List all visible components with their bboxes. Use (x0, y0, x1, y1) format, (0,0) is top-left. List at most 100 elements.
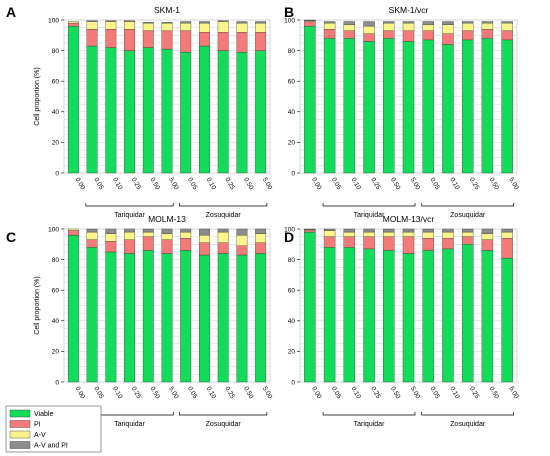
y-tick-label: 100 (284, 226, 295, 233)
bar-segment-a-v (161, 22, 173, 31)
bar-segment-a-v-and-pi (461, 21, 474, 24)
y-tick-label: 40 (288, 318, 296, 325)
bar-segment-a-v-and-pi (86, 228, 98, 233)
bar-segment-a-v-and-pi (343, 228, 356, 233)
bar-segment-a-v-and-pi (124, 228, 135, 233)
bar-segment-viable (323, 247, 336, 383)
bar-segment-pi (442, 238, 454, 250)
bar-segment-viable (217, 50, 229, 174)
bar-segment-a-v-and-pi (422, 228, 434, 233)
bar-segment-a-v (501, 231, 513, 239)
y-tick-label: 20 (288, 349, 296, 356)
bar-segment-viable (343, 247, 356, 383)
bar-segment-a-v (343, 231, 356, 237)
bar-stack (383, 21, 395, 174)
bar-segment-pi (236, 32, 248, 53)
bar-stack (124, 20, 135, 174)
bar-segment-a-v-and-pi (422, 21, 434, 25)
bar-segment-a-v-and-pi (383, 228, 395, 233)
bar-stack (86, 228, 98, 383)
group-label: Zosuquidar (450, 212, 486, 219)
bar-segment-viable (199, 45, 210, 174)
bar-stack (481, 228, 494, 383)
y-axis-label: Cell proportion (%) (34, 276, 41, 334)
bar-segment-pi (236, 245, 248, 256)
bar-segment-a-v (199, 22, 210, 33)
bar-segment-a-v-and-pi (402, 228, 415, 233)
x-tick-label: 0.10 (448, 386, 461, 401)
bar-stack (461, 228, 474, 383)
bar-stack (255, 21, 267, 174)
bar-segment-pi (383, 30, 395, 39)
bar-segment-pi (255, 32, 267, 51)
bar-segment-pi (86, 29, 98, 47)
bar-stack (105, 20, 117, 174)
panel-d: D MOLM-13/vcr 0 20 40 60 80 100 0.00 0.05 0.10 0.25… (284, 214, 520, 428)
x-tick-label: 5.00 (261, 177, 274, 192)
x-tick-label: 0.00 (74, 386, 87, 401)
x-tick-label: 5.00 (167, 386, 180, 401)
bar-segment-a-v-and-pi (501, 21, 513, 24)
bar-segment-viable (422, 250, 434, 383)
bar-segment-pi (383, 236, 395, 251)
bar-stack (501, 228, 513, 383)
panel-c: C MOLM-13 0 20 40 60 80 100 Cell proportion (%) 0… (6, 214, 273, 428)
bar-segment-viable (199, 254, 210, 383)
bar-stack (255, 228, 267, 383)
bar-stack (343, 21, 356, 174)
bar-segment-pi (86, 239, 98, 248)
x-tick-label: 0.50 (488, 386, 501, 401)
bar-segment-a-v (323, 22, 336, 30)
bar-stack (161, 22, 173, 174)
bar-segment-viable (501, 39, 513, 174)
panel-letter: B (284, 4, 294, 20)
bar-segment-pi (461, 236, 474, 245)
bar-segment-a-v-and-pi (105, 228, 117, 234)
bar-segment-a-v (124, 21, 135, 30)
bar-segment-a-v (481, 233, 494, 240)
bar-segment-viable (442, 44, 454, 174)
bar-segment-viable (363, 248, 375, 383)
bar-segment-a-v (461, 22, 474, 31)
bar-segment-pi (323, 29, 336, 39)
bar-segment-a-v-and-pi (442, 21, 454, 25)
bar-segment-viable (402, 41, 415, 174)
bar-segment-a-v (105, 21, 117, 30)
x-tick-label: 0.50 (389, 386, 402, 401)
x-tick-label: 0.25 (369, 177, 382, 192)
y-tick-label: 60 (288, 288, 296, 295)
bar-segment-viable (363, 41, 375, 174)
x-tick-label: 0.05 (186, 386, 199, 401)
bar-segment-viable (402, 253, 415, 383)
bar-segment-viable (180, 51, 192, 174)
x-tick-label: 5.00 (507, 386, 520, 401)
bar-stack (217, 228, 229, 383)
x-tick-label: 0.50 (149, 386, 162, 401)
legend-label-pi: PI (34, 422, 41, 429)
x-tick-label: 0.00 (74, 177, 87, 192)
bar-segment-pi (442, 33, 454, 45)
bar-segment-a-v-and-pi (481, 21, 494, 24)
chart-title: MOLM-13 (148, 214, 186, 224)
bar-segment-a-v (422, 24, 434, 31)
x-tick-label: 0.05 (428, 386, 441, 401)
x-tick-label: 0.05 (428, 177, 441, 192)
bar-segment-pi (180, 238, 192, 251)
bar-segment-pi (199, 32, 210, 47)
group-bracket (179, 203, 268, 207)
group-label: Tariquidar (114, 421, 145, 428)
bar-stack (67, 228, 79, 383)
chart-title: MOLM-13/vcr (383, 214, 435, 224)
bar-stack (422, 228, 434, 383)
bar-segment-pi (142, 30, 154, 48)
bar-segment-a-v (343, 24, 356, 31)
bar-segment-a-v-and-pi (236, 21, 248, 24)
x-tick-label: 5.00 (507, 177, 520, 192)
bar-stack (363, 228, 375, 383)
y-tick-label: 80 (288, 257, 296, 264)
bar-segment-a-v (442, 231, 454, 239)
bar-stack (422, 21, 434, 174)
bar-segment-pi (161, 30, 173, 50)
x-tick-label: 0.10 (448, 177, 461, 192)
panel-letter: D (284, 229, 294, 245)
